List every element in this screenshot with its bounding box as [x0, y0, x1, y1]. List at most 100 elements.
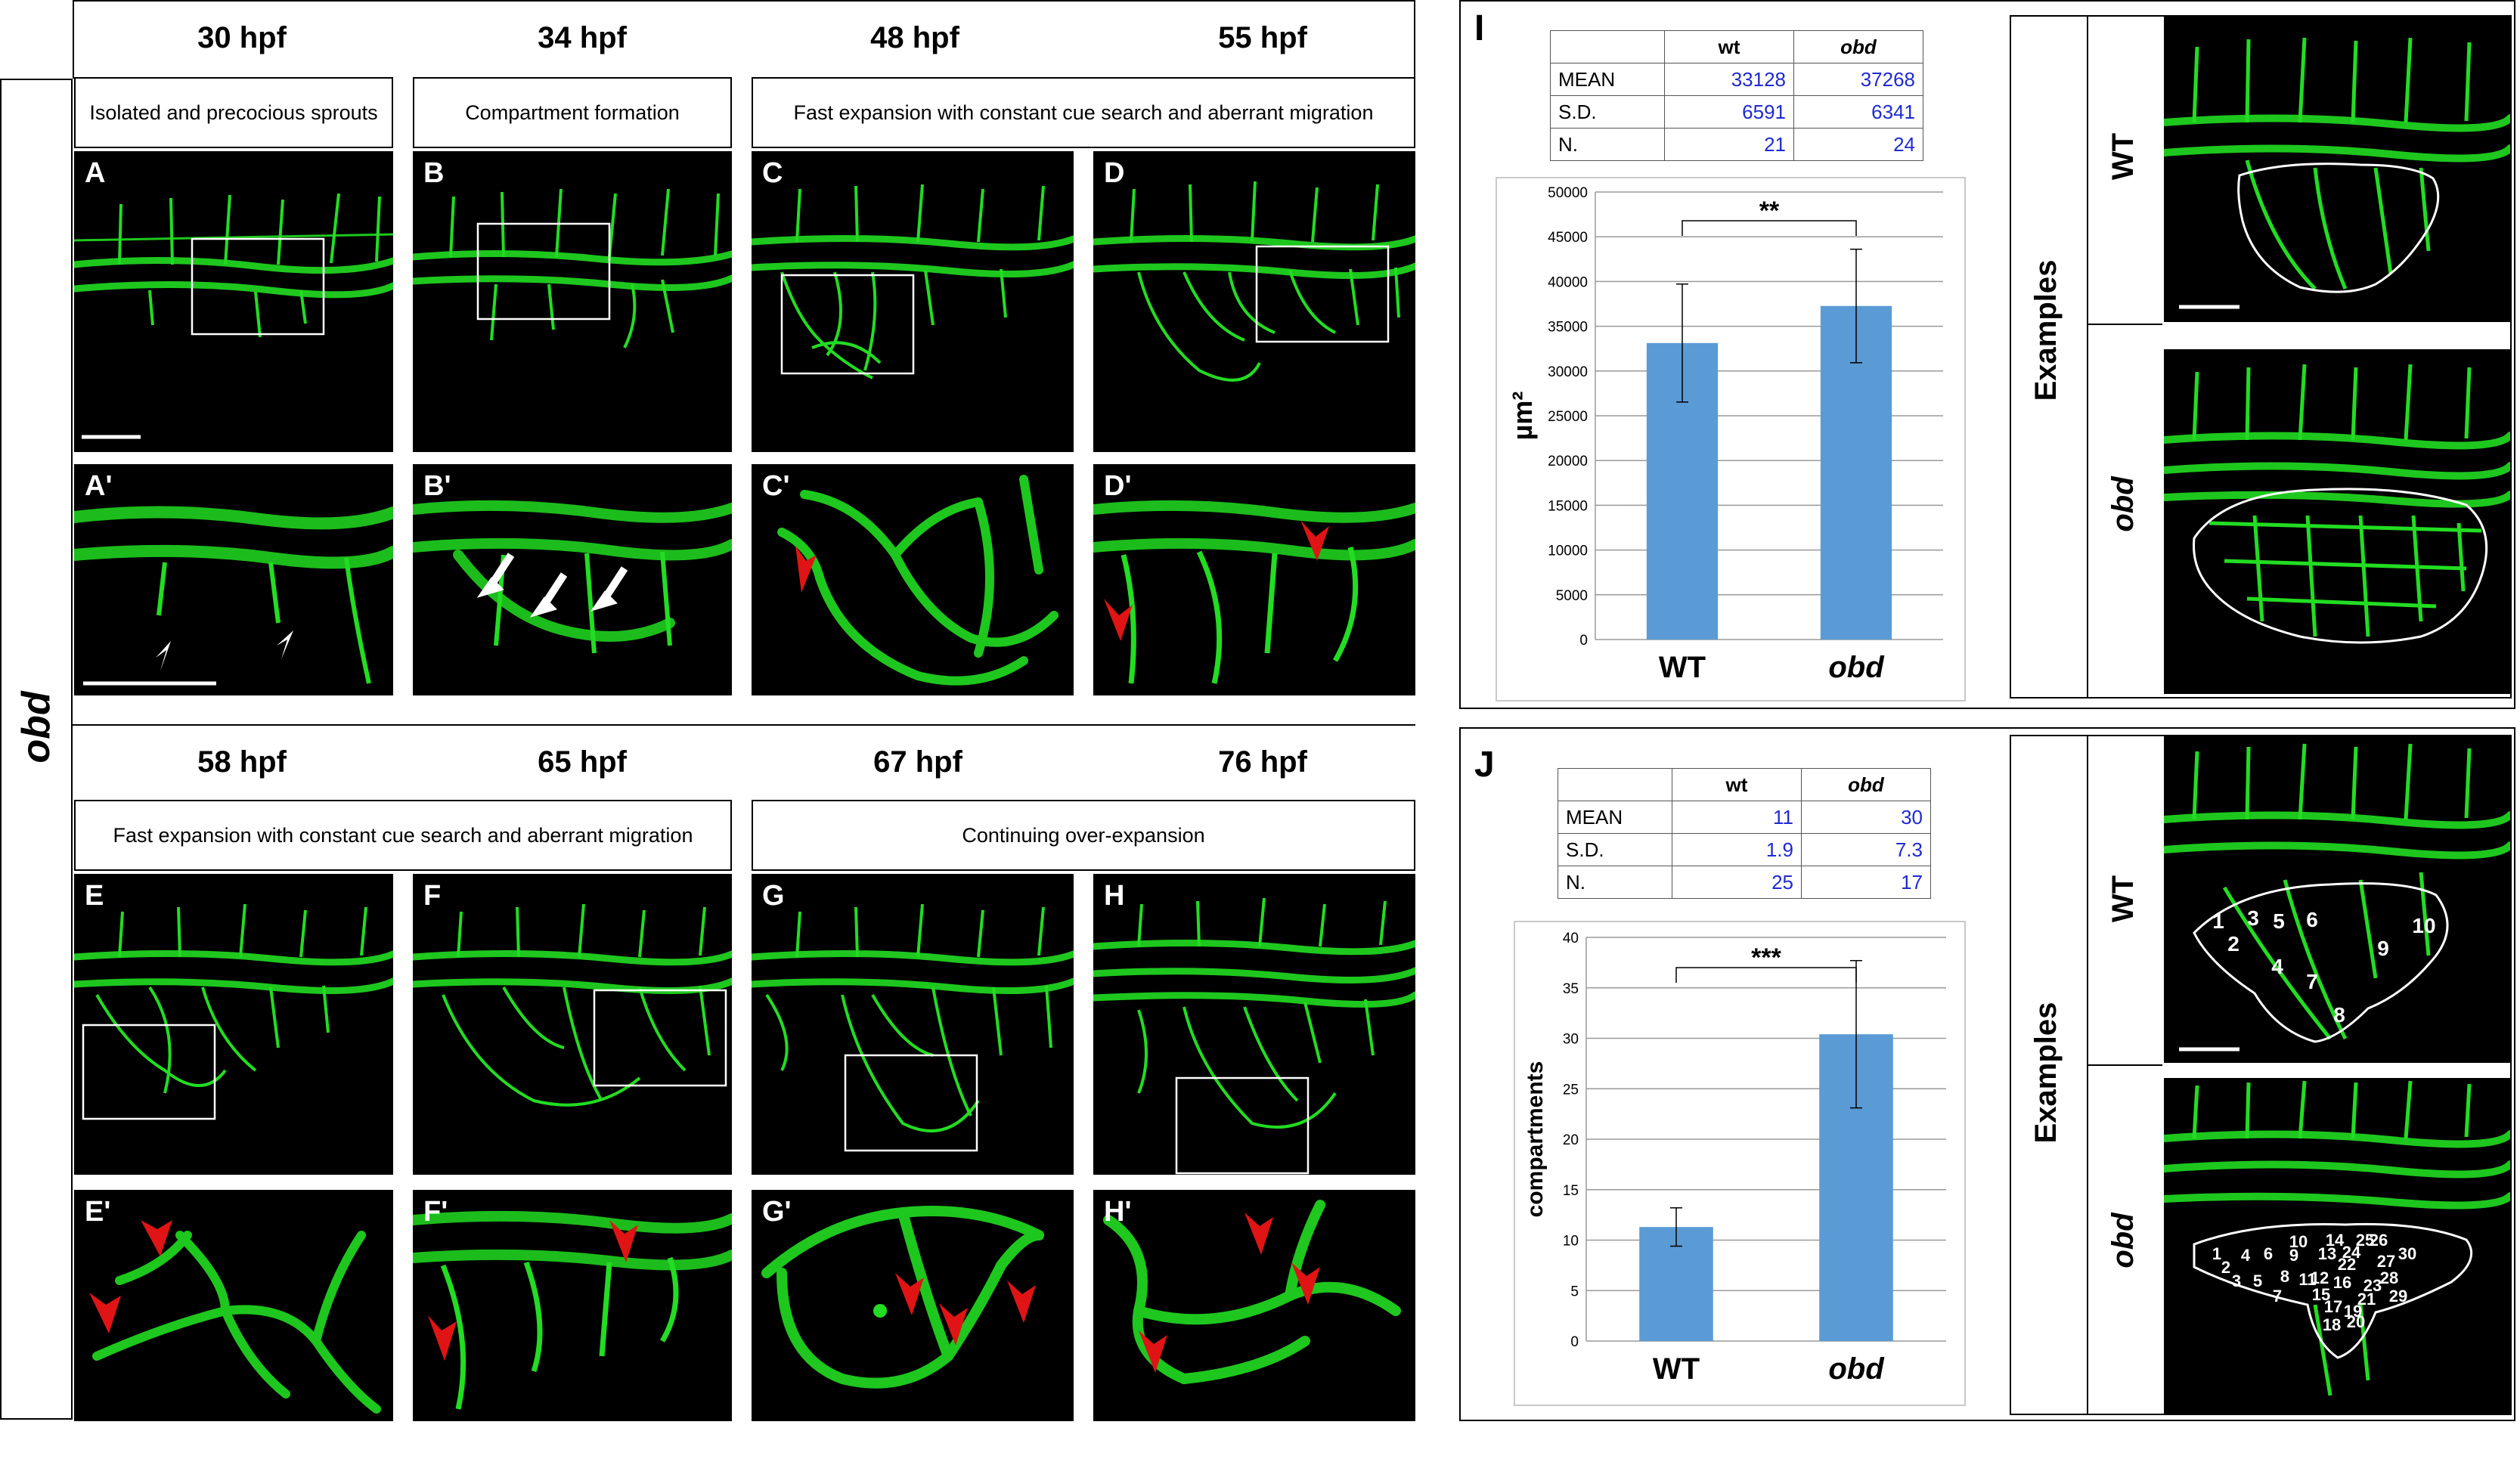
- compartment-number: 5: [2253, 1272, 2262, 1290]
- vessel-image: [413, 903, 732, 1107]
- panel-H: H: [1093, 874, 1415, 1175]
- panel-label: D': [1104, 470, 1132, 502]
- compartment-number: 4: [2241, 1246, 2251, 1265]
- panel-J-wt-label: WT: [2106, 875, 2140, 923]
- compartment-number: 17: [2324, 1297, 2342, 1316]
- compartment-number: 5: [2273, 909, 2285, 933]
- compartment-number: 2: [2221, 1258, 2230, 1277]
- compartment-number: 2: [2227, 932, 2239, 956]
- table-header-row: wt obd: [1558, 768, 1931, 801]
- compartment-number: 3: [2247, 906, 2259, 930]
- y-tick-label: 30: [1563, 1032, 1579, 1048]
- panel-I-bar-chart: 0 5000 10000 15000 20000 25000 30000 35000 40000…: [1507, 185, 1943, 684]
- panel-J-label: J: [1474, 745, 1495, 785]
- panel-label: C: [762, 157, 783, 189]
- vessel-zoom-image: [89, 1220, 381, 1414]
- left-figure: obd 30 hpf 34 hpf 48 hpf 55 hpf Isolated…: [0, 0, 1415, 1421]
- panel-I-stats-table: wt obd MEAN 33128 37268 S.D. 6591 6341 N…: [1550, 30, 1923, 161]
- vessel-zoom-image: [1103, 1200, 1401, 1384]
- red-arrowhead-icon: [609, 1220, 638, 1262]
- table-row: S.D. 6591 6341: [1550, 95, 1923, 129]
- top-header-frame: [73, 0, 1415, 79]
- panel-label: C': [762, 470, 790, 502]
- panel-I-obd-label: obd: [2106, 476, 2140, 532]
- panel-D: D: [1093, 151, 1415, 452]
- vessel-image: [74, 193, 393, 439]
- significance-bracket: [1675, 967, 1857, 983]
- panel-label: E': [85, 1196, 111, 1228]
- table-row: N. 25 17: [1558, 866, 1931, 899]
- caption-fast-expansion-1: Fast expansion with constant cue search …: [752, 77, 1415, 148]
- significance-stars: ***: [1751, 943, 1781, 972]
- panel-G: G: [752, 874, 1074, 1175]
- y-tick-label: 50000: [1548, 185, 1588, 201]
- compartment-number: 1: [2212, 909, 2224, 933]
- red-arrowhead-icon: [895, 1273, 924, 1315]
- time-label-30hpf: 30 hpf: [197, 21, 287, 54]
- panel-A: A: [74, 151, 393, 452]
- compartment-number: 9: [2289, 1246, 2298, 1265]
- panel-label: H': [1104, 1196, 1132, 1228]
- y-tick-label: 15000: [1548, 498, 1588, 514]
- compartment-number: 7: [2306, 970, 2318, 993]
- panel-I-example-wt-image: [2164, 17, 2510, 322]
- panel-I-example-obd-image: [2164, 349, 2510, 694]
- panel-J-bar-chart: 0 5 10 15 20 25 30 35 40 WT obd *** compartments: [1523, 931, 1946, 1386]
- panel-H-prime: H': [1093, 1190, 1415, 1421]
- y-tick-label: 45000: [1548, 230, 1588, 246]
- panel-label: F: [423, 880, 442, 912]
- panel-I-examples-divider: [2087, 15, 2088, 698]
- vessel-image: [1093, 181, 1415, 382]
- red-arrowhead-icon: [1300, 520, 1329, 561]
- red-arrowhead-icon: [795, 546, 817, 593]
- caption-isolated-sprouts: Isolated and precocious sprouts: [74, 77, 393, 148]
- panel-label: D: [1104, 157, 1125, 189]
- vessel-zoom-image: [413, 500, 732, 654]
- white-arrowhead-icon: [156, 641, 171, 671]
- red-arrowhead-icon: [1104, 599, 1133, 641]
- caption-fast-expansion-2: Fast expansion with constant cue search …: [74, 800, 732, 871]
- panel-label: G: [762, 880, 785, 912]
- time-label-67hpf: 67 hpf: [873, 745, 962, 779]
- panel-J-examples-frame: [2010, 735, 2512, 1415]
- table-row: N. 21 24: [1550, 128, 1923, 161]
- table-header-row: wt obd: [1550, 30, 1923, 63]
- compartment-number: 20: [2347, 1312, 2365, 1331]
- caption-continuing-over-expansion: Continuing over-expansion: [752, 800, 1415, 871]
- panel-label: H: [1104, 880, 1125, 912]
- y-axis-label: compartments: [1523, 1061, 1548, 1218]
- panel-E-prime: E': [74, 1190, 393, 1421]
- panel-B-prime: B': [413, 464, 732, 695]
- white-arrowhead-icon: [277, 630, 293, 659]
- panel-A-prime: A': [74, 464, 393, 695]
- y-tick-label: 5: [1570, 1284, 1579, 1299]
- panel-label: B: [423, 157, 445, 189]
- time-label-34hpf: 34 hpf: [538, 21, 627, 54]
- compartment-number: 23: [2363, 1276, 2382, 1295]
- red-arrowhead-icon: [89, 1293, 121, 1333]
- vessel-image: [752, 903, 1074, 1152]
- side-label-obd: obd: [14, 691, 58, 764]
- compartment-number: 16: [2333, 1273, 2351, 1292]
- y-tick-label: 25000: [1548, 409, 1588, 425]
- compartment-number: 22: [2338, 1255, 2356, 1274]
- compartment-number: 8: [2280, 1267, 2289, 1286]
- red-arrowhead-icon: [1139, 1330, 1167, 1373]
- panel-I-chart-box: 0 5000 10000 15000 20000 25000 30000 35000 40000…: [1496, 177, 1966, 702]
- panel-J-example-obd-image: 1 2 3 4 5 6 7 8 9 10 11 12 13 14 15 16 17 18 19 20 21 22 23 24 2…: [2164, 1078, 2510, 1414]
- panel-J-examples-label: Examples: [2029, 1002, 2063, 1144]
- panel-E: E: [74, 874, 393, 1175]
- y-tick-label: 25: [1563, 1082, 1579, 1098]
- compartment-number: 11: [2298, 1270, 2316, 1289]
- compartment-number: 13: [2318, 1244, 2336, 1263]
- panel-F-prime: F': [413, 1190, 732, 1421]
- y-tick-label: 40000: [1548, 274, 1588, 290]
- row2-header-frame: [73, 724, 1415, 800]
- red-arrowhead-icon: [1245, 1213, 1273, 1255]
- vessel-image: [74, 903, 393, 1120]
- y-tick-label: 0: [1579, 633, 1588, 649]
- panel-I-wt-label: WT: [2106, 132, 2140, 181]
- time-label-55hpf: 55 hpf: [1218, 21, 1307, 54]
- red-arrowhead-icon: [939, 1303, 968, 1346]
- y-tick-label: 20: [1563, 1132, 1579, 1148]
